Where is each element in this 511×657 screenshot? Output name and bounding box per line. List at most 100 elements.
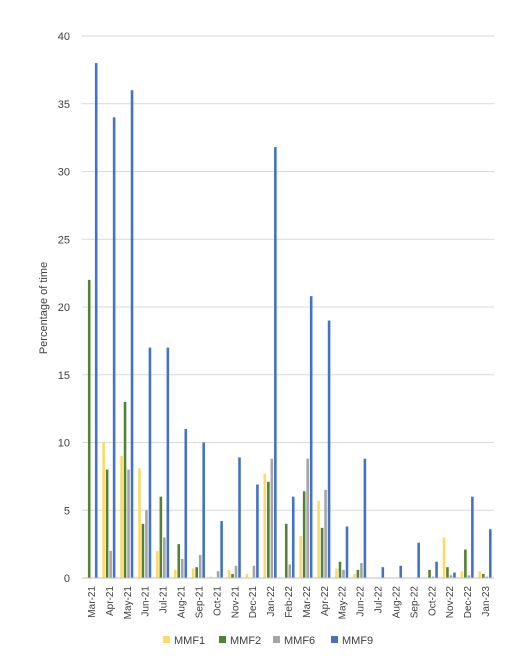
x-tick-label: Jan-23 [481, 586, 492, 617]
bar-mmf9-jan-22 [274, 147, 277, 579]
bar-mmf6-apr-22 [324, 489, 327, 578]
x-tick-label: May-22 [338, 586, 349, 620]
x-tick-label: Dec-22 [463, 586, 474, 619]
bar-mmf9-mar-21 [94, 63, 98, 579]
bar-mmf6-oct-22 [431, 576, 435, 578]
bar-mmf6-nov-22 [449, 575, 453, 578]
legend: MMF1 MMF2 MMF6 MMF9 [163, 635, 373, 647]
bar-mmf9-oct-21 [220, 521, 223, 578]
y-tick-label: 30 [58, 167, 70, 179]
y-tick-label: 15 [58, 370, 70, 382]
bar-mmf9-apr-21 [112, 117, 116, 579]
bar-mmf1-apr-22 [317, 500, 320, 578]
bar-mmf6-dec-21 [252, 565, 256, 578]
bar-mmf2-mar-22 [302, 491, 306, 578]
bar-mmf1-jul-21 [156, 550, 159, 578]
bar-mmf9-sep-21 [202, 442, 205, 578]
bar-mmf1-jun-22 [353, 573, 356, 578]
bar-mmf2-jan-23 [481, 573, 485, 578]
bar-mmf1-nov-22 [442, 537, 446, 578]
bar-mmf2-dec-22 [464, 549, 467, 578]
bar-mmf9-nov-21 [238, 457, 241, 578]
x-tick-label: Nov-21 [230, 586, 241, 619]
bar-mmf6-aug-21 [180, 559, 184, 578]
bar-mmf2-may-21 [123, 401, 127, 578]
y-tick-label: 35 [58, 99, 70, 111]
bar-mmf2-aug-21 [177, 544, 181, 579]
x-tick-label: May-21 [123, 586, 134, 620]
bar-mmf6-jun-22 [360, 563, 363, 578]
bar-mmf6-sep-21 [198, 554, 202, 578]
y-tick-labels: 0 5 10 15 20 25 30 35 40 [58, 31, 70, 585]
x-tick-label: Feb-22 [284, 586, 295, 618]
bar-mmf9-aug-22 [399, 565, 403, 578]
bar-mmf9-oct-22 [435, 561, 438, 578]
bar-mmf6-feb-22 [288, 564, 292, 578]
x-tick-label: Aug-21 [177, 586, 188, 619]
bar-mmf1-may-21 [120, 456, 123, 578]
bar-mmf1-jan-22 [263, 473, 267, 578]
bar-mmf2-sep-21 [195, 567, 198, 578]
bar-mmf1-jun-21 [138, 468, 141, 578]
y-tick-label: 25 [58, 234, 70, 246]
bar-mmf9-jun-22 [363, 458, 367, 578]
bar-mmf9-may-21 [130, 90, 134, 578]
bar-mmf2-may-22 [338, 561, 342, 578]
bar-mmf2-apr-22 [320, 527, 324, 578]
bar-mmf9-jan-23 [488, 529, 492, 578]
x-tick-label: Aug-22 [391, 586, 402, 619]
bar-mmf6-may-21 [127, 469, 130, 578]
bar-mmf9-dec-22 [471, 496, 474, 578]
x-tick-label: Mar-21 [87, 586, 98, 618]
bar-mmf2-jan-22 [267, 481, 270, 578]
y-tick-label: 5 [64, 505, 70, 517]
x-tick-label: Nov-22 [445, 586, 456, 619]
bar-mmf1-dec-22 [460, 571, 464, 578]
legend-swatch-mmf9 [331, 636, 338, 643]
x-tick-label: Sep-22 [409, 586, 420, 619]
bar-mmf6-jul-21 [163, 537, 166, 578]
bar-mmf6-may-22 [342, 569, 345, 578]
x-tick-label: Mar-22 [302, 586, 313, 618]
bar-mmf9-jun-21 [148, 347, 152, 578]
bar-mmf1-apr-21 [102, 442, 105, 578]
gridlines [82, 35, 494, 511]
bar-mmf9-nov-22 [453, 572, 456, 578]
bar-mmf2-nov-22 [446, 567, 449, 578]
bar-mmf9-apr-22 [327, 320, 331, 578]
bar-mmf6-nov-21 [234, 565, 238, 578]
bar-mmf9-dec-21 [256, 484, 259, 578]
bar-mmf2-jul-21 [159, 496, 163, 578]
legend-swatch-mmf2 [219, 636, 226, 643]
bar-mmf2-mar-21 [87, 279, 91, 578]
x-tick-label: Dec-21 [248, 586, 259, 619]
legend-label-mmf2: MMF2 [230, 635, 261, 647]
bar-mmf1-may-22 [335, 568, 338, 578]
x-tick-label: Jun-21 [141, 586, 152, 617]
x-tick-label: Jan-22 [266, 586, 277, 617]
bar-mmf6-dec-22 [467, 575, 471, 578]
y-tick-label: 0 [64, 573, 70, 585]
bar-mmf2-nov-21 [231, 573, 234, 578]
legend-swatch-mmf1 [163, 636, 170, 643]
x-tick-label: Sep-21 [194, 586, 205, 619]
bar-mmf1-nov-21 [227, 569, 231, 578]
bar-mmf2-jun-21 [141, 523, 145, 578]
legend-swatch-mmf6 [273, 636, 280, 643]
y-tick-label: 20 [58, 302, 70, 314]
bar-mmf9-jul-21 [166, 347, 170, 578]
bar-mmf9-jul-22 [381, 567, 385, 578]
y-axis-title: Percentage of time [38, 262, 50, 354]
bar-mmf9-sep-22 [417, 542, 420, 578]
x-tick-label: Apr-21 [105, 586, 116, 616]
x-tick-label: Jul-21 [159, 586, 170, 614]
legend-label-mmf9: MMF9 [342, 635, 373, 647]
bar-mmf6-apr-21 [109, 550, 112, 578]
bar-mmf1-aug-21 [173, 569, 177, 578]
x-tick-label: Apr-22 [320, 586, 331, 616]
bar-mmf6-jun-21 [145, 510, 148, 578]
bars [87, 63, 492, 579]
bar-mmf6-oct-21 [216, 571, 220, 578]
bar-mmf2-jun-22 [356, 569, 360, 578]
